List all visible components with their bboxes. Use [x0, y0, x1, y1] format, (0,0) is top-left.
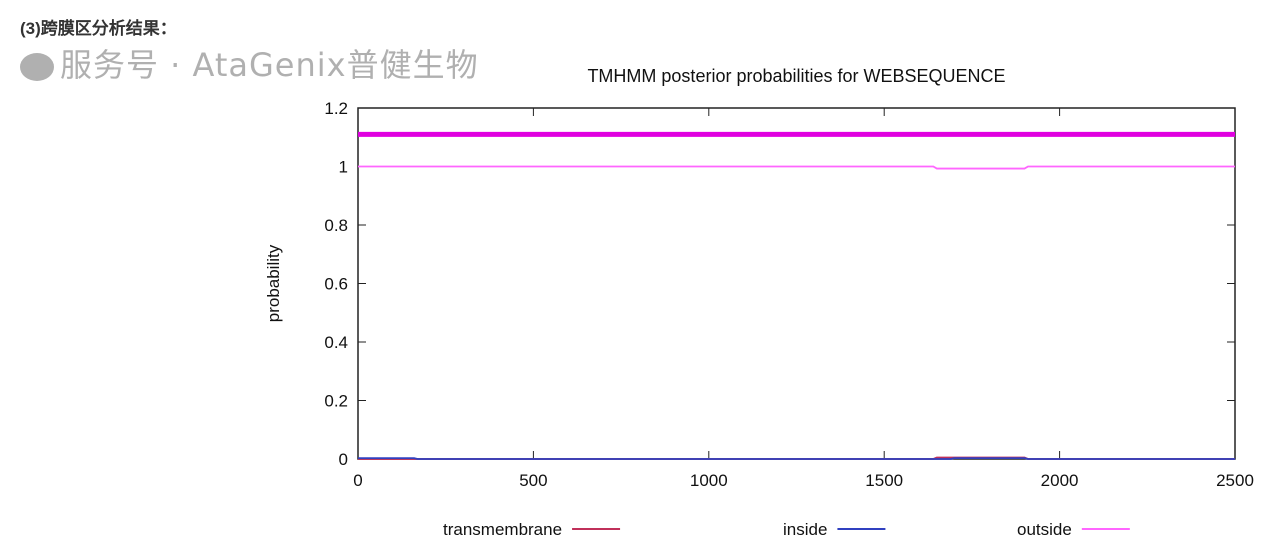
series-line-inside [358, 457, 1235, 460]
y-tick-label: 1.2 [324, 99, 348, 118]
y-tick-label: 0.8 [324, 216, 348, 235]
chart-title: TMHMM posterior probabilities for WEBSEQ… [587, 66, 1005, 86]
y-tick-label: 0 [339, 450, 348, 469]
legend-label-inside: inside [783, 520, 827, 539]
x-tick-label: 1000 [690, 471, 728, 490]
y-tick-label: 0.4 [324, 333, 348, 352]
section-heading: (3)跨膜区分析结果： [20, 19, 177, 38]
legend-label-outside: outside [1017, 520, 1072, 539]
watermark: 服务号 · AtaGenix普健生物 [20, 46, 479, 84]
watermark-text: 服务号 · AtaGenix普健生物 [60, 46, 479, 84]
series-line-outside [358, 165, 1235, 170]
x-tick-label: 0 [353, 471, 362, 490]
x-tick-label: 2500 [1216, 471, 1254, 490]
y-tick-label: 1 [339, 158, 348, 177]
x-tick-label: 2000 [1041, 471, 1079, 490]
wechat-icon [20, 53, 54, 81]
y-axis-label: probability [264, 244, 283, 322]
x-tick-label: 500 [519, 471, 547, 490]
y-tick-label: 0.6 [324, 275, 348, 294]
y-tick-label: 0.2 [324, 392, 348, 411]
x-tick-label: 1500 [865, 471, 903, 490]
legend-label-transmembrane: transmembrane [443, 520, 562, 539]
plot-frame [357, 107, 1236, 460]
